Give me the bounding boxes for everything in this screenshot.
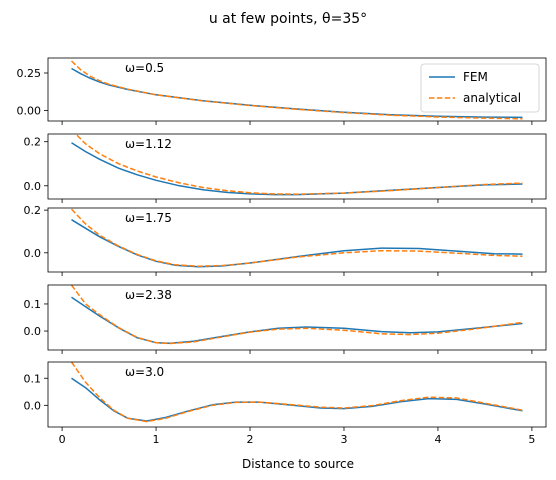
- y-tick-label: 0.0: [24, 325, 42, 338]
- subplot-4: 0.0 0.1 ω=2.38: [24, 284, 547, 354]
- axes-frame: [47, 284, 547, 351]
- legend-label-analytical: analytical: [463, 91, 521, 105]
- y-tick-label: 0.1: [24, 298, 42, 311]
- series-fem-line: [71, 219, 523, 268]
- subplot-1: 0.00 0.25 ω=0.5 FEM analytical: [17, 57, 547, 125]
- series-analytical-line: [70, 208, 523, 267]
- legend-box: [420, 63, 540, 113]
- series-analytical-line: [70, 60, 523, 120]
- omega-annotation: ω=3.0: [125, 365, 164, 379]
- x-axis-label: Distance to source: [242, 457, 354, 471]
- x-tick-label: 0: [59, 433, 66, 446]
- y-tick-label: 0.0: [24, 180, 42, 193]
- y-tick-label: 0.25: [17, 67, 42, 80]
- y-tick-label: 0.0: [24, 399, 42, 412]
- series-analytical-line: [70, 362, 523, 423]
- series-analytical-line: [70, 285, 523, 345]
- axes-frame: [47, 57, 547, 122]
- y-tick-label: 0.2: [24, 136, 42, 149]
- axes-frame: [47, 207, 547, 273]
- axes-frame: [47, 133, 547, 200]
- y-tick-label: 0.00: [17, 105, 42, 118]
- legend-label-fem: FEM: [463, 70, 488, 84]
- omega-annotation: ω=1.75: [125, 211, 172, 225]
- omega-annotation: ω=0.5: [125, 61, 164, 75]
- x-tick-label: 3: [340, 433, 347, 446]
- x-tick-label: 1: [153, 433, 160, 446]
- subplot-5: 0.0 0.1 0 1 2 3 4 5 ω=3.0: [24, 361, 547, 446]
- omega-annotation: ω=1.12: [125, 137, 172, 151]
- y-tick-label: 0.1: [24, 372, 42, 385]
- y-tick-label: 0.2: [24, 204, 42, 217]
- series-fem-line: [71, 377, 523, 422]
- series-analytical-line: [74, 134, 523, 195]
- figure-title: u at few points, θ=35°: [209, 11, 367, 27]
- series-fem-line: [71, 296, 523, 344]
- x-tick-label: 5: [528, 433, 535, 446]
- x-tick-label: 4: [434, 433, 441, 446]
- omega-annotation: ω=2.38: [125, 288, 172, 302]
- legend: FEM analytical: [420, 63, 540, 113]
- subplot-2: 0.0 0.2 ω=1.12: [24, 133, 547, 203]
- subplot-3: 0.0 0.2 ω=1.75: [24, 204, 547, 276]
- x-tick-label: 2: [247, 433, 254, 446]
- y-tick-label: 0.0: [24, 247, 42, 260]
- axes-frame: [47, 361, 547, 428]
